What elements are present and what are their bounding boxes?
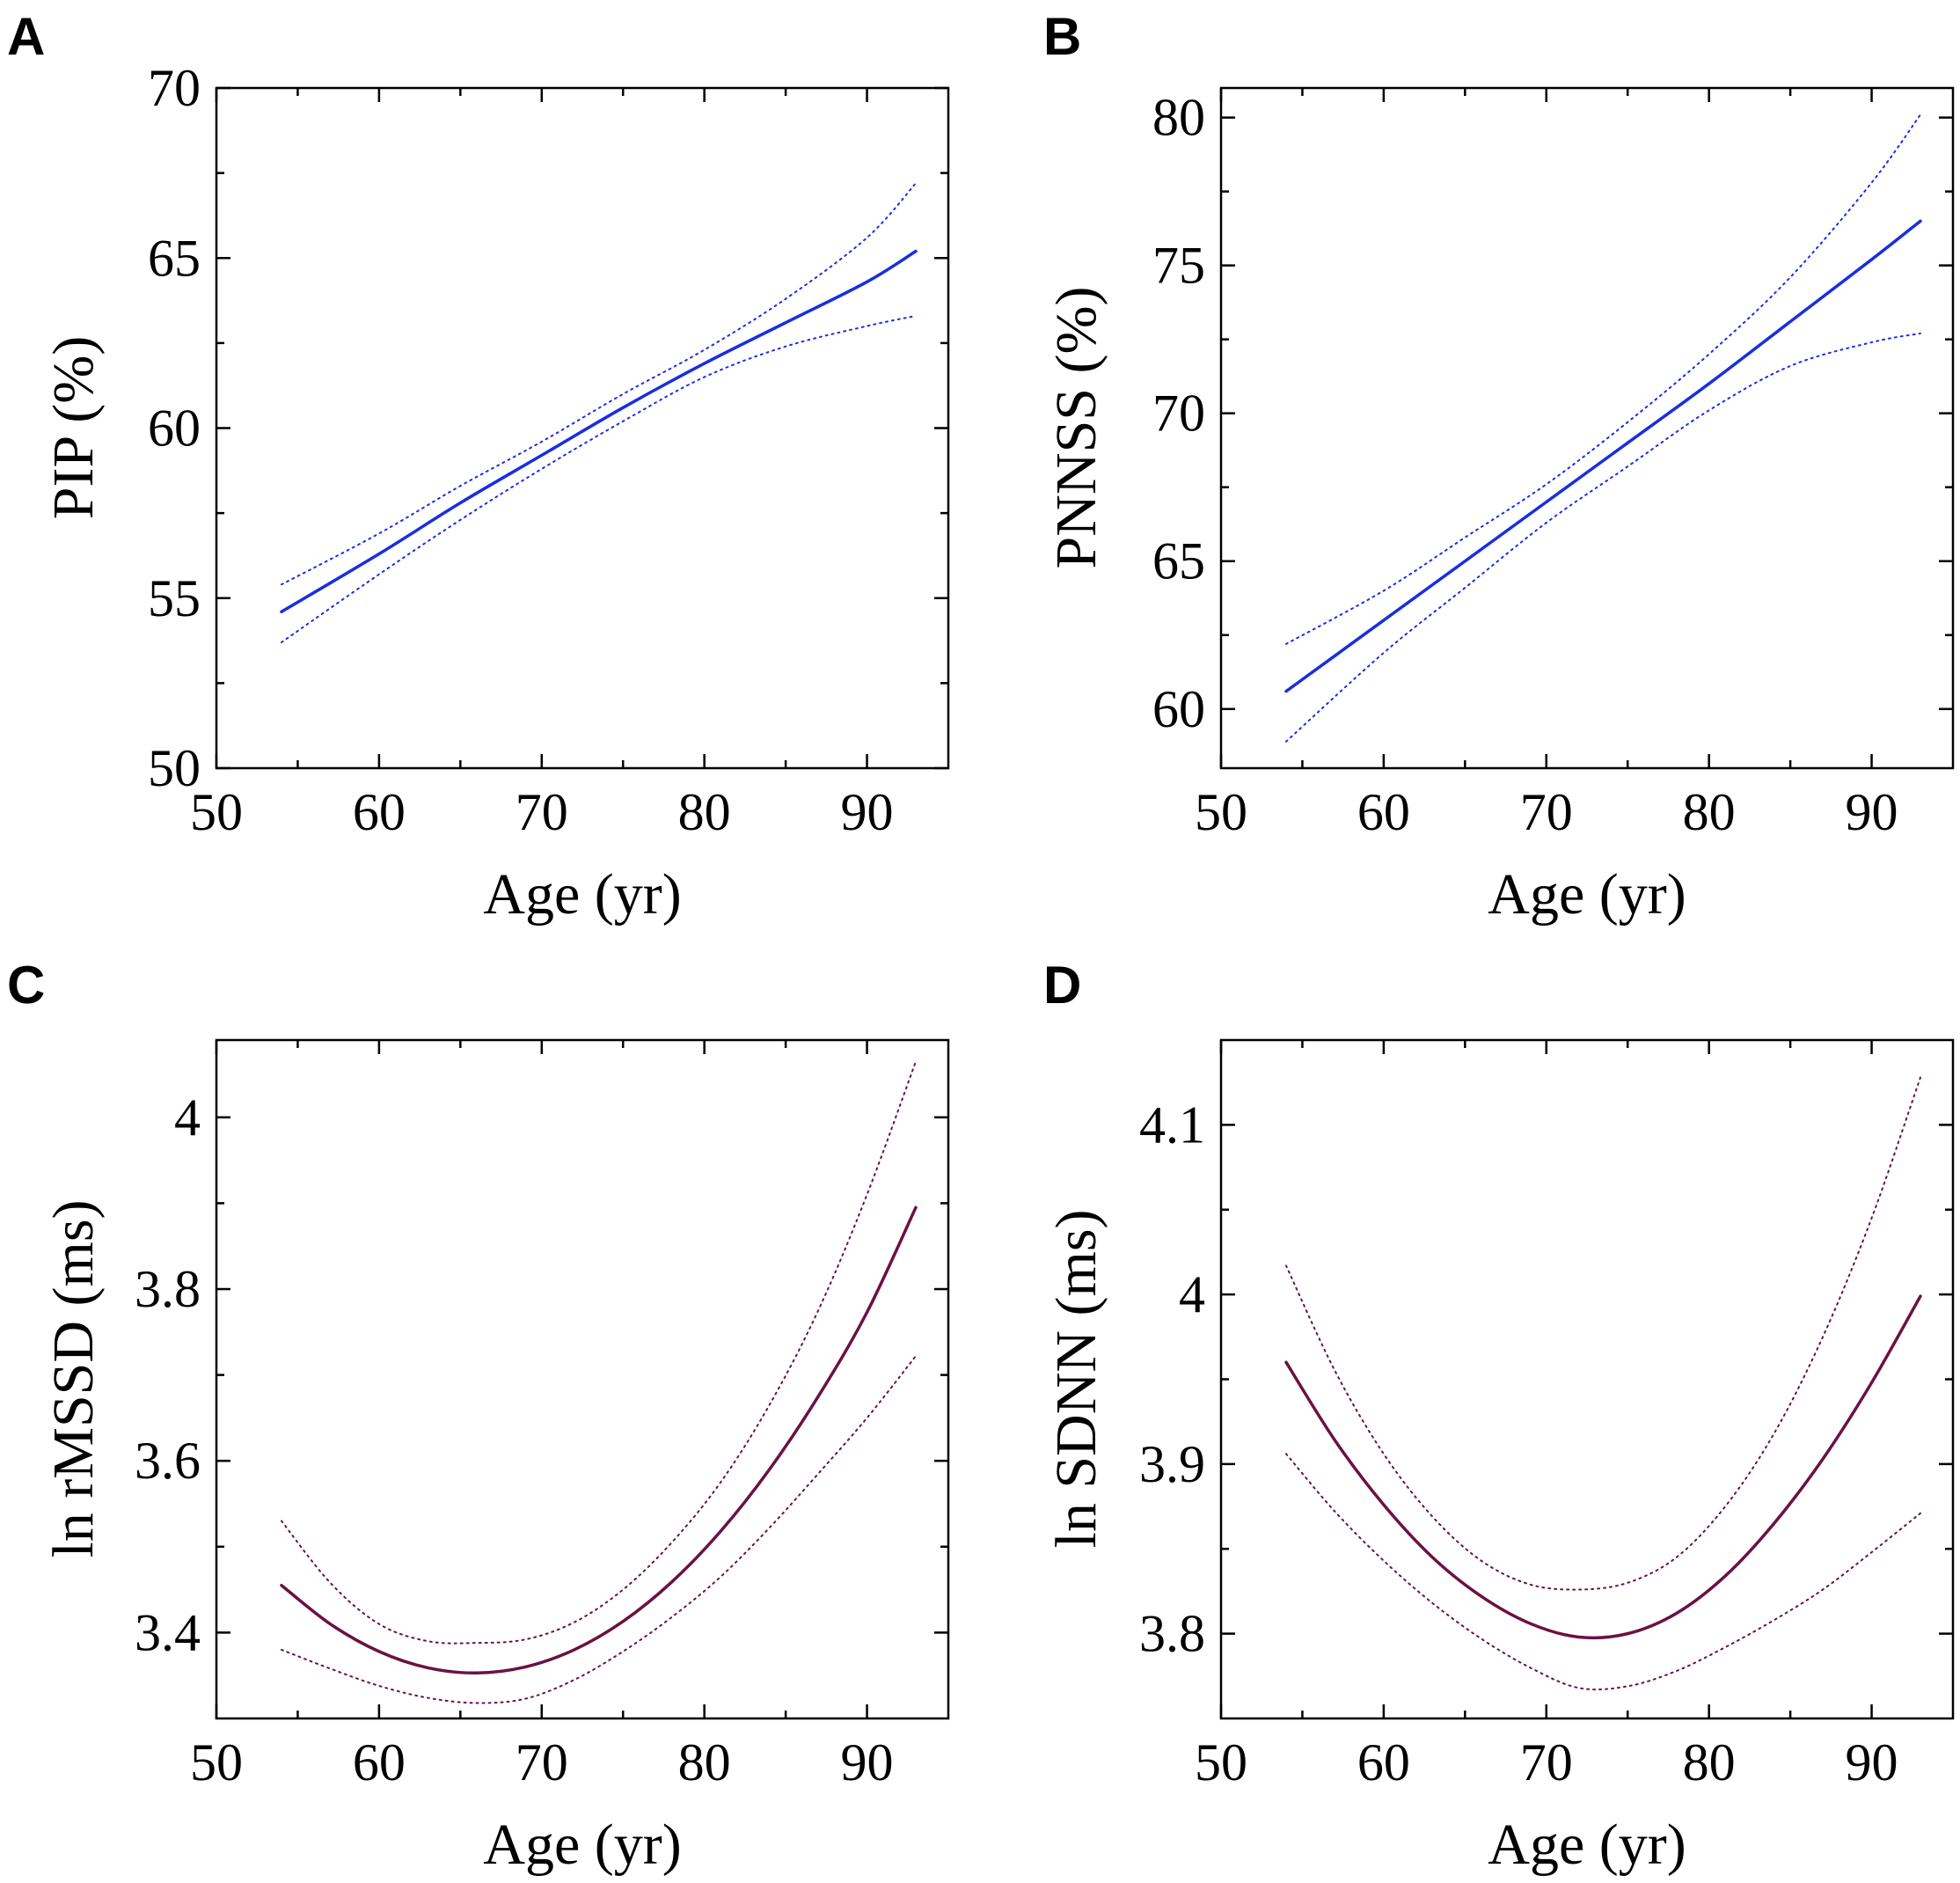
series-group-b [1284,114,1922,743]
ci-lower-line-b [1284,332,1922,743]
x-tick-label: 50 [190,1733,243,1791]
y-tick-label: 65 [148,229,201,287]
y-tick-label: 60 [148,399,201,458]
plot-frame-b [1219,86,1955,770]
x-tick-label: 60 [353,1733,406,1791]
ci-upper-line-d [1284,1076,1922,1591]
fit-line-b [1284,219,1922,693]
y-tick-label: 3.9 [1139,1435,1205,1493]
y-axis-label-d: ln SDNN (ms) [1044,1209,1108,1548]
plot-frame-c [215,1038,950,1720]
y-tick-label: 70 [148,59,201,117]
x-tick-label: 70 [1520,1733,1573,1791]
panel-letter-a: A [7,7,45,66]
y-tick-label: 3.4 [135,1603,201,1661]
y-tick-label: 80 [1152,89,1205,147]
fit-line-d [1284,1294,1922,1640]
x-tick-label: 80 [1683,783,1736,841]
x-axis-label-c: Age (yr) [483,1813,681,1877]
panel-c: C 50 60 70 80 90 3.4 3.6 3.8 4 Age (yr) ln rMSSD… [7,956,950,1877]
x-tick-label: 90 [1846,783,1898,841]
panel-letter-b: B [1043,7,1081,66]
panel-d: D 50 60 70 80 90 3.8 3.9 4 4.1 Age (yr) ln SDNN … [1043,956,1955,1877]
tick-group-c: 50 60 70 80 90 3.4 3.6 3.8 4 [135,1040,948,1791]
y-axis-label-a: PIP (%) [41,336,106,519]
series-group-a [280,182,918,643]
x-tick-label: 70 [516,1733,568,1791]
x-tick-label: 90 [841,783,894,841]
x-axis-label-a: Age (yr) [483,862,681,927]
fit-line-c [280,1205,918,1675]
x-tick-label: 80 [678,783,731,841]
tick-group-d: 50 60 70 80 90 3.8 3.9 4 4.1 [1139,1040,1953,1791]
tick-group-b: 50 60 70 80 90 60 65 70 75 80 [1152,88,1953,841]
panel-b: B 50 60 70 80 90 60 65 70 75 80 Age (yr) PNNSS (%… [1043,7,1955,927]
x-axis-label-d: Age (yr) [1488,1813,1686,1877]
plot-frame-a [215,86,950,770]
y-tick-label: 50 [148,739,201,797]
series-group-c [280,1060,918,1704]
y-axis-label-b: PNNSS (%) [1044,287,1108,569]
x-tick-label: 50 [190,783,243,841]
fit-line-a [280,249,918,613]
x-tick-label: 80 [678,1733,731,1791]
y-tick-label: 3.8 [135,1260,201,1318]
x-tick-label: 70 [1520,783,1573,841]
ci-upper-line-a [280,182,918,586]
panel-a: A 50 60 70 80 90 50 55 60 65 70 Age (yr) PIP (%) [7,7,950,927]
y-tick-label: 4 [174,1088,201,1147]
x-axis-label-b: Age (yr) [1488,862,1686,927]
x-tick-label: 50 [1195,1733,1247,1791]
y-tick-label: 60 [1152,680,1205,738]
y-tick-label: 4.1 [1139,1095,1205,1154]
panel-letter-c: C [7,956,45,1015]
y-tick-label: 65 [1152,532,1205,590]
x-tick-label: 60 [1357,783,1410,841]
x-tick-label: 60 [353,783,406,841]
y-tick-label: 55 [148,569,201,627]
y-tick-label: 3.6 [135,1432,201,1490]
x-tick-label: 90 [1846,1733,1898,1791]
y-tick-label: 70 [1152,385,1205,443]
y-axis-label-c: ln rMSSD (ms) [41,1199,106,1557]
ci-lower-line-a [280,314,918,643]
x-tick-label: 90 [841,1733,894,1791]
ci-upper-line-b [1284,114,1922,645]
x-tick-label: 80 [1683,1733,1736,1791]
x-tick-label: 60 [1357,1733,1410,1791]
plot-frame-d [1219,1038,1955,1720]
x-tick-label: 70 [516,783,568,841]
tick-group-a: 50 60 70 80 90 50 55 60 65 70 [148,59,948,841]
ci-upper-line-c [280,1060,918,1645]
ci-lower-line-c [280,1355,918,1704]
ci-lower-line-d [1284,1453,1922,1691]
series-group-d [1284,1076,1922,1691]
y-tick-label: 75 [1152,237,1205,295]
panel-letter-d: D [1043,956,1081,1015]
y-tick-label: 4 [1179,1265,1205,1323]
x-tick-label: 50 [1195,783,1247,841]
y-tick-label: 3.8 [1139,1605,1205,1663]
